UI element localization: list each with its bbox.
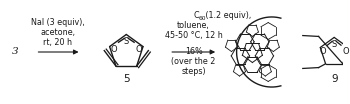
Text: toluene,: toluene, bbox=[177, 21, 210, 30]
Text: O: O bbox=[319, 48, 326, 56]
Text: O: O bbox=[343, 48, 349, 56]
Text: 9: 9 bbox=[331, 74, 337, 84]
Text: S: S bbox=[331, 40, 337, 49]
Text: O: O bbox=[110, 45, 117, 54]
Text: NaI (3 equiv),: NaI (3 equiv), bbox=[31, 18, 85, 27]
Text: 60: 60 bbox=[198, 16, 206, 21]
Text: 3: 3 bbox=[12, 48, 18, 56]
Text: (1.2 equiv),: (1.2 equiv), bbox=[203, 11, 252, 20]
Text: rt, 20 h: rt, 20 h bbox=[43, 38, 72, 47]
Text: 16%: 16% bbox=[185, 48, 203, 56]
Text: 45-50 °C, 12 h: 45-50 °C, 12 h bbox=[165, 31, 223, 40]
Text: 5: 5 bbox=[123, 74, 130, 84]
Text: O: O bbox=[136, 45, 142, 54]
Text: C: C bbox=[194, 11, 199, 20]
Text: (over the 2: (over the 2 bbox=[172, 57, 216, 66]
Text: S: S bbox=[124, 37, 129, 46]
Text: steps): steps) bbox=[181, 67, 206, 76]
Text: acetone,: acetone, bbox=[41, 28, 76, 37]
